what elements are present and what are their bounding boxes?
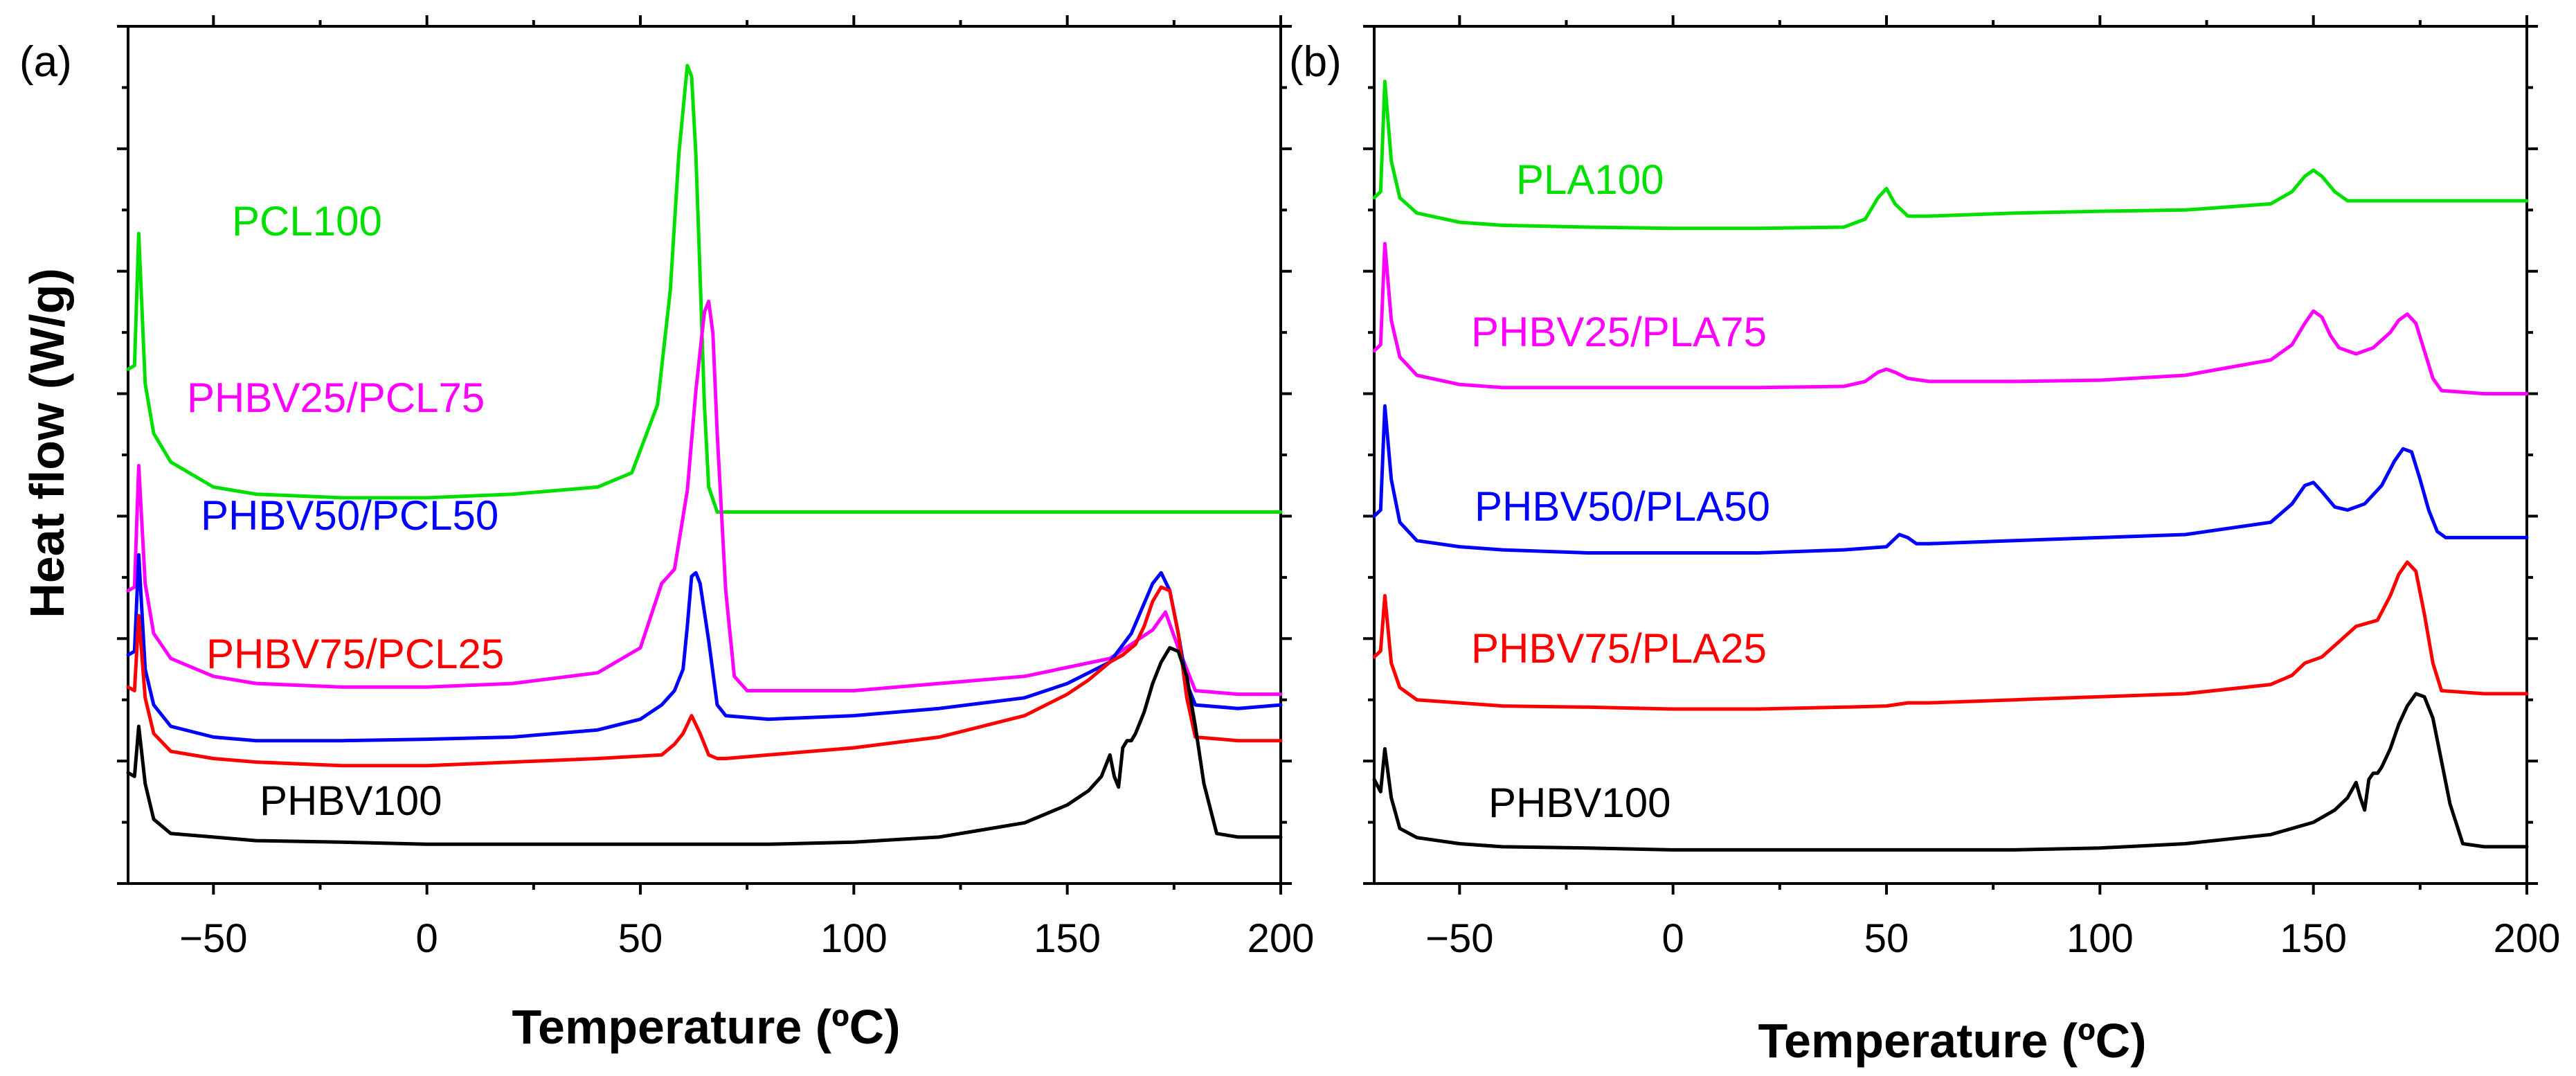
panel-a-tick-labels: −50 0 50 100 150 200 bbox=[179, 916, 1314, 961]
series-line-phbv25-pla75 bbox=[1372, 242, 2529, 396]
x-tick-label: 50 bbox=[1864, 916, 1909, 961]
panel-b-label: (b) bbox=[1289, 38, 1342, 86]
panel-a-curves bbox=[126, 64, 1283, 846]
panel-b-curves bbox=[1372, 80, 2529, 852]
panel-a-ticks bbox=[117, 15, 1292, 895]
panel-a-series-label-phbv75-pcl25: PHBV75/PCL25 bbox=[206, 631, 504, 677]
x-tick-label: 100 bbox=[820, 916, 888, 961]
panel-b-series-label-phbv50-pla50: PHBV50/PLA50 bbox=[1475, 483, 1770, 530]
panel-a-label: (a) bbox=[19, 38, 72, 86]
x-tick-label: 150 bbox=[1034, 916, 1101, 961]
x-tick-label: −50 bbox=[179, 916, 247, 961]
panel-a: (a) −50 0 50 100 150 200 PCL100 PHBV25/PCL75 … bbox=[19, 15, 1314, 1054]
panel-b-tick-labels: −50 0 50 100 150 200 bbox=[1425, 916, 2560, 961]
panel-b-series-label-phbv25-pla75: PHBV25/PLA75 bbox=[1471, 309, 1767, 355]
panel-b-series-label-phbv100: PHBV100 bbox=[1488, 780, 1671, 826]
y-axis-label: Heat flow (W/g) bbox=[20, 268, 74, 618]
panel-b-series-label-pla100: PLA100 bbox=[1516, 156, 1664, 203]
panel-a-series-label-pcl100: PCL100 bbox=[232, 198, 382, 244]
series-line-phbv100 bbox=[1372, 692, 2529, 852]
panel-b-series-label-phbv75-pla25: PHBV75/PLA25 bbox=[1471, 625, 1767, 672]
series-line-phbv75-pcl25 bbox=[126, 585, 1283, 768]
series-line-pla100 bbox=[1372, 80, 2529, 231]
panel-a-series-label-phbv50-pcl50: PHBV50/PCL50 bbox=[201, 492, 498, 539]
panel-b: (b) −50 0 50 100 150 200 PLA100 PHBV25/PLA75 … bbox=[1289, 15, 2560, 1068]
x-tick-label: 150 bbox=[2280, 916, 2347, 961]
x-tick-label: 0 bbox=[416, 916, 438, 961]
panel-b-x-axis-label: Temperature (ºC) bbox=[1758, 1014, 2146, 1068]
series-line-pcl100 bbox=[126, 64, 1283, 514]
panel-b-frame bbox=[1373, 25, 2528, 885]
series-line-phbv50-pla50 bbox=[1372, 404, 2529, 555]
x-tick-label: 200 bbox=[1248, 916, 1315, 961]
x-tick-label: 200 bbox=[2494, 916, 2561, 961]
panel-a-x-axis-label: Temperature (ºC) bbox=[512, 1000, 900, 1054]
panel-a-frame bbox=[127, 25, 1282, 885]
x-tick-label: −50 bbox=[1425, 916, 1493, 961]
series-line-phbv75-pla25 bbox=[1372, 560, 2529, 711]
x-tick-label: 100 bbox=[2066, 916, 2134, 961]
panel-a-series-label-phbv100: PHBV100 bbox=[260, 778, 442, 824]
x-tick-label: 50 bbox=[618, 916, 663, 961]
series-line-phbv100 bbox=[126, 646, 1283, 846]
x-tick-label: 0 bbox=[1662, 916, 1684, 961]
panel-a-series-label-phbv25-pcl75: PHBV25/PCL75 bbox=[187, 375, 485, 421]
panel-b-ticks bbox=[1363, 15, 2538, 895]
series-line-phbv50-pcl50 bbox=[126, 553, 1283, 743]
